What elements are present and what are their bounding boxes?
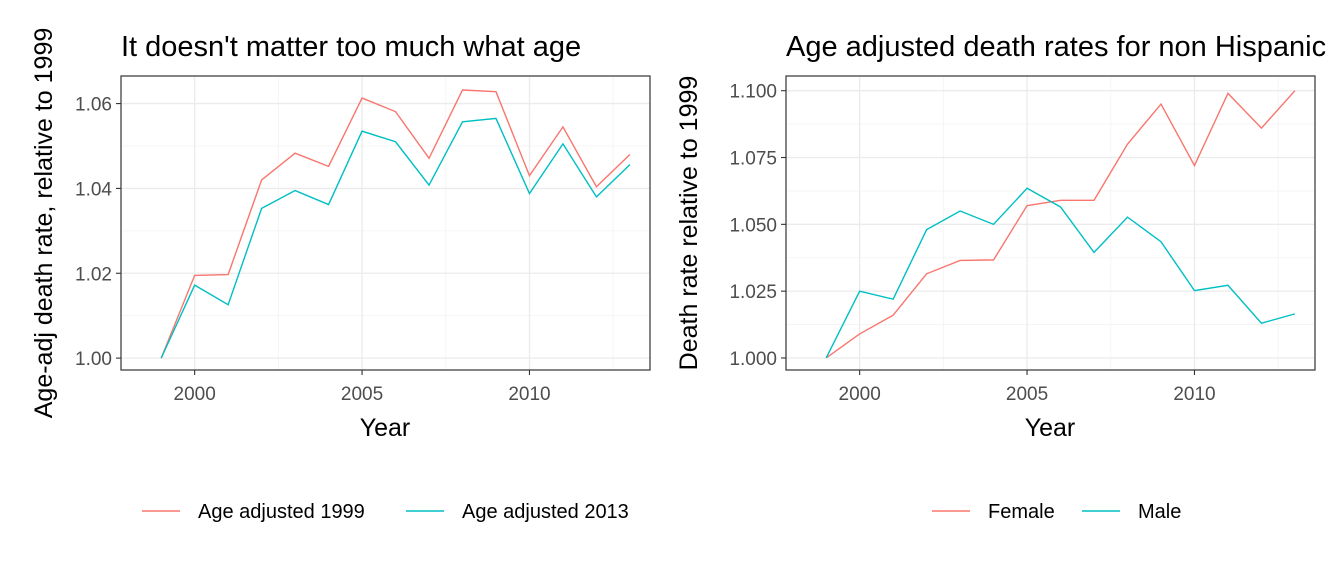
x-tick-label: 2005 — [341, 384, 383, 405]
y-tick-label: 1.050 — [729, 215, 777, 236]
y-tick-label: 1.025 — [729, 282, 777, 303]
chart-left: 2000 2005 2010 1.00 1.02 1.04 1.06 It doesn't m… — [30, 28, 651, 523]
y-axis-title: Age-adj death rate, relative to 1999 — [30, 28, 58, 419]
series-line-2 — [825, 187, 1296, 359]
x-tick-label: 2005 — [1006, 384, 1048, 405]
x-axis-title: Year — [360, 414, 411, 442]
legend: Female Male — [932, 501, 1181, 523]
y-tick-label: 1.06 — [75, 95, 112, 116]
y-tick-label: 1.000 — [729, 349, 777, 370]
x-tick-label: 2010 — [1173, 384, 1215, 405]
chart-title: It doesn't matter too much what age — [121, 31, 581, 63]
series-line-1 — [825, 90, 1296, 359]
legend-label: Age adjusted 1999 — [198, 501, 365, 523]
x-axis-title: Year — [1025, 414, 1076, 442]
chart-title: Age adjusted death rates for non Hispani… — [786, 31, 1326, 63]
legend: Age adjusted 1999 Age adjusted 2013 — [142, 501, 629, 523]
y-tick-label: 1.100 — [729, 82, 777, 103]
x-tick-label: 2010 — [508, 384, 550, 405]
series-line-2 — [160, 117, 631, 359]
legend-label: Male — [1138, 501, 1181, 523]
y-tick-label: 1.02 — [75, 264, 112, 285]
panel-border — [785, 75, 1316, 371]
x-tick-label: 2000 — [839, 384, 881, 405]
y-axis-title: Death rate relative to 1999 — [675, 76, 703, 371]
panel-border — [120, 75, 651, 371]
legend-label: Female — [988, 501, 1055, 523]
y-tick-label: 1.04 — [75, 179, 112, 200]
chart-right: 2000 2005 2010 1.000 1.025 1.050 1.075 1.100 Age… — [675, 31, 1326, 523]
legend-label: Age adjusted 2013 — [462, 501, 629, 523]
y-tick-label: 1.00 — [75, 349, 112, 370]
y-tick-label: 1.075 — [729, 149, 777, 170]
series-line-1 — [160, 89, 631, 359]
x-tick-label: 2000 — [174, 384, 216, 405]
